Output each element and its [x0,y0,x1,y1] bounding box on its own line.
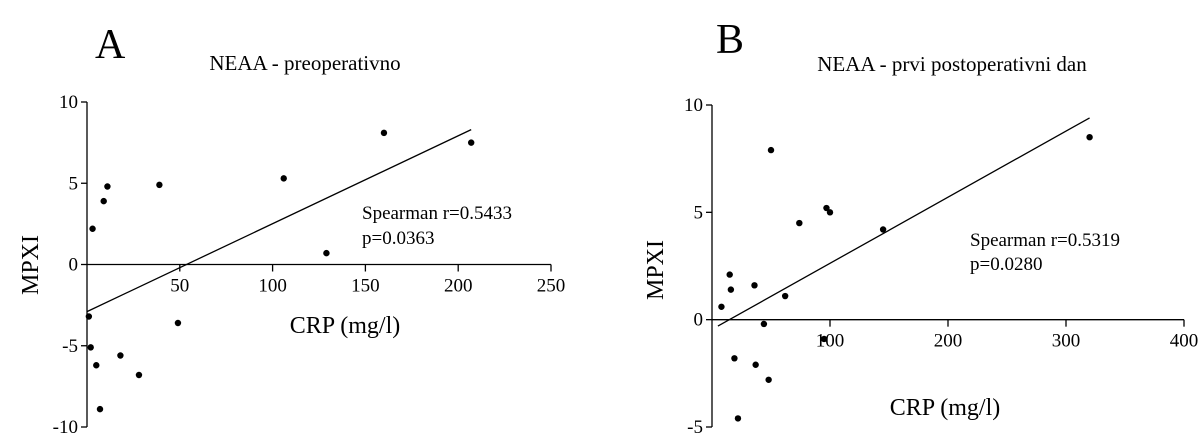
data-point-a [117,352,124,359]
panel-letter-b: B [716,17,744,63]
data-point-a [174,319,182,327]
data-point-b [823,204,830,212]
spearman-label-b: Spearman r=0.5319 [970,230,1120,251]
data-point-a [135,371,143,379]
y-tick-label-b: 0 [694,310,704,331]
data-point-b [752,361,759,368]
data-point-a [467,139,475,146]
y-tick-label-b: -5 [687,417,703,437]
y-tick-label-a: 10 [59,92,78,113]
data-point-a [100,197,107,205]
x-tick-label-a: 200 [444,276,473,297]
data-point-b [751,282,758,289]
y-tick-label-a: -10 [53,417,78,437]
y-tick-label-b: 10 [684,95,703,116]
data-point-b [767,146,775,154]
data-point-b [727,286,735,293]
data-point-a [87,344,94,351]
data-point-a [156,181,163,189]
p-value-label-b: p=0.0280 [970,254,1042,275]
data-point-b [726,271,733,278]
data-point-b [765,376,772,383]
data-point-a [323,249,330,257]
data-point-b [796,219,803,227]
data-point-a [89,225,96,232]
x-tick-label-a: 250 [537,276,566,297]
x-tick-label-a: 150 [351,276,380,297]
data-point-a [85,313,93,320]
data-point-b [1086,134,1093,141]
data-point-b [760,320,768,328]
chart-panel-a: A NEAA - preoperativno CRP (mg/l) MPXI S… [18,22,565,437]
x-tick-label-b: 400 [1170,331,1199,352]
data-point-b [734,415,742,422]
panel-letter-a: A [95,22,126,68]
y-tick-label-a: 5 [69,173,79,194]
chart-panel-b: B NEAA - prvi postoperativni dan CRP (mg… [643,17,1198,437]
data-point-a [96,405,104,413]
y-tick-label-b: 5 [694,202,704,223]
data-point-a [93,362,100,369]
data-point-a [280,175,287,182]
y-tick-label-a: 0 [69,255,79,276]
data-point-b [879,226,887,233]
data-point-a [104,183,111,190]
regression-line-a [86,129,472,313]
data-point-b [826,209,834,216]
y-tick-label-a: -5 [62,336,78,357]
x-tick-label-b: 300 [1052,331,1081,352]
p-value-label-a: p=0.0363 [362,228,434,249]
chart-title-b: NEAA - prvi postoperativni dan [817,52,1087,76]
spearman-label-a: Spearman r=0.5433 [362,203,512,224]
regression-line-b [717,117,1090,327]
x-tick-label-a: 100 [258,276,287,297]
x-tick-label-b: 100 [816,331,845,352]
x-tick-label-b: 200 [934,331,963,352]
data-point-b [718,303,725,310]
data-point-b [781,292,789,300]
x-axis-label-a: CRP (mg/l) [290,313,400,339]
data-point-b [820,335,828,343]
data-point-a [380,129,388,137]
x-axis-label-b: CRP (mg/l) [890,395,1000,421]
y-axis-label-a: MPXI [18,235,44,295]
x-tick-label-a: 50 [170,276,189,297]
y-axis-label-b: MPXI [643,240,669,300]
data-point-b [731,355,738,362]
chart-title-a: NEAA - preoperativno [209,51,400,75]
